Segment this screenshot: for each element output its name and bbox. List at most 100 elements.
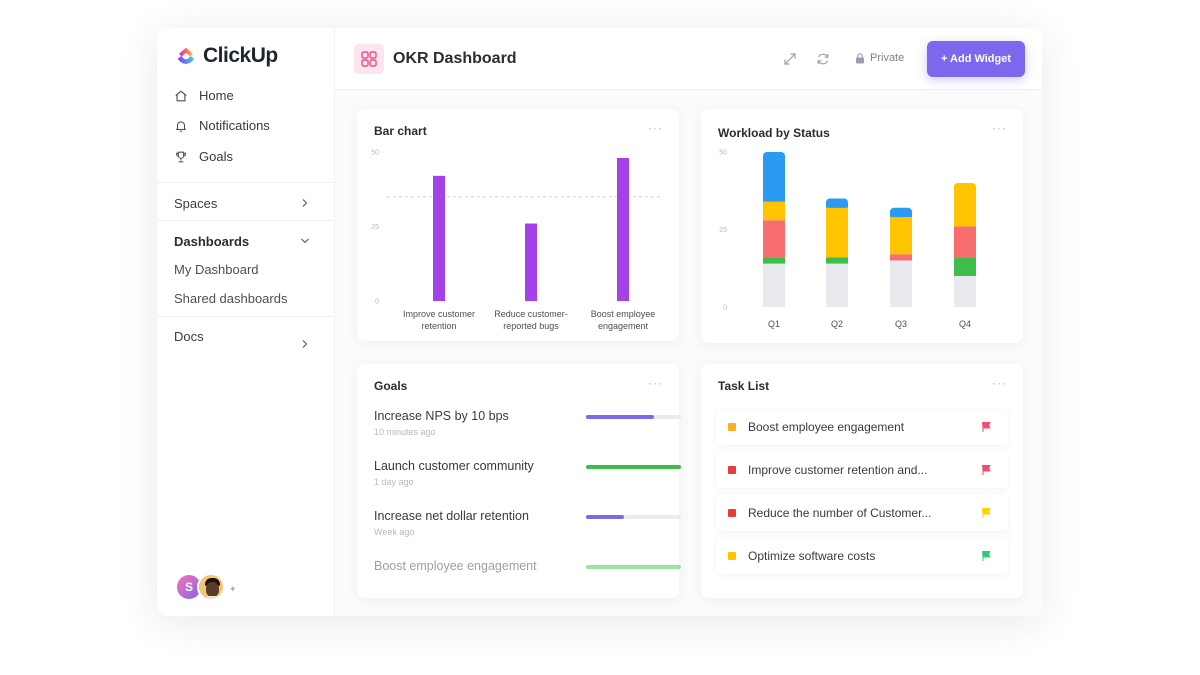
task-name: Optimize software costs (748, 549, 876, 563)
sidebar-item-goals[interactable]: Goals (174, 149, 233, 164)
task-item[interactable]: Boost employee engagement (716, 409, 1008, 445)
task-status-icon[interactable] (728, 509, 736, 517)
goal-name: Launch customer community (374, 459, 534, 473)
bar[interactable] (433, 175, 445, 301)
goal-timestamp: 10 minutes ago (374, 427, 436, 437)
section-label: Docs (174, 329, 204, 344)
stacked-bar-segment[interactable] (826, 207, 848, 258)
stacked-bar-segment[interactable] (763, 201, 785, 221)
goal-progress-bar (586, 565, 681, 569)
sidebar-item-label: Goals (199, 149, 233, 164)
stacked-bar-segment-fill (954, 187, 976, 227)
goal-timestamp: 1 day ago (374, 477, 414, 487)
flag-shape (982, 465, 991, 475)
priority-flag-icon[interactable] (980, 550, 992, 562)
x-category-label: Improve customer (403, 309, 475, 319)
y-tick-label: 50 (719, 150, 727, 157)
chevron-down-icon (301, 238, 309, 244)
stacked-bar-segment[interactable] (954, 257, 976, 276)
y-tick-label: 50 (371, 150, 379, 157)
divider (157, 182, 335, 183)
goal-timestamp: Week ago (374, 527, 415, 537)
stacked-bar-segment[interactable] (954, 226, 976, 258)
sidebar-item-shared-dashboards[interactable]: Shared dashboards (174, 291, 288, 306)
dashboard-header: OKR Dashboard Private + Add Widget (335, 28, 1042, 90)
widget-menu-icon[interactable]: ··· (992, 121, 1007, 135)
divider (157, 220, 335, 221)
sidebar-item-home[interactable]: Home (174, 88, 234, 103)
teammate-avatar[interactable] (197, 573, 225, 601)
section-label: Dashboards (174, 234, 250, 249)
sidebar-item-label: Home (199, 88, 234, 103)
goal-item[interactable]: Increase NPS by 10 bps 10 minutes ago (374, 409, 681, 437)
task-item[interactable]: Reduce the number of Customer... (716, 495, 1008, 531)
task-item[interactable]: Improve customer retention and... (716, 452, 1008, 488)
avatar-face (206, 582, 219, 597)
goal-item[interactable]: Launch customer community 1 day ago (374, 459, 681, 487)
sidebar-item-my-dashboard[interactable]: My Dashboard (174, 262, 259, 277)
privacy-toggle[interactable]: Private (855, 52, 904, 64)
sidebar-section-docs[interactable]: Docs (174, 329, 324, 348)
goal-item[interactable]: Increase net dollar retention Week ago (374, 509, 681, 537)
avatar-body (202, 596, 223, 599)
task-list-widget: Task List ··· Boost employee engagement I… (701, 364, 1023, 598)
widget-menu-icon[interactable]: ··· (992, 376, 1007, 390)
flag-shape (982, 551, 991, 561)
sidebar: ClickUp Home Notifications Goals Spaces … (157, 28, 335, 616)
dashboard-icon (354, 44, 384, 74)
task-name: Boost employee engagement (748, 420, 905, 434)
x-category-label: Q3 (895, 319, 907, 329)
sidebar-section-dashboards[interactable]: Dashboards (174, 234, 324, 249)
stacked-bar-segment[interactable] (763, 257, 785, 264)
priority-flag-icon[interactable] (980, 421, 992, 433)
logo[interactable]: ClickUp (175, 44, 278, 68)
priority-flag-icon[interactable] (980, 464, 992, 476)
sidebar-item-notifications[interactable]: Notifications (174, 118, 270, 133)
bell-icon (176, 120, 186, 132)
goal-progress-fill (586, 565, 681, 569)
goal-progress-fill (586, 515, 624, 519)
stacked-bar-segment[interactable] (826, 257, 848, 264)
priority-flag-icon[interactable] (980, 507, 992, 519)
y-tick-label: 25 (371, 224, 379, 231)
goals-widget: Goals ··· Increase NPS by 10 bps 10 minut… (357, 364, 681, 598)
presence-indicator-icon: ✦ (229, 584, 237, 594)
stacked-bar-segment[interactable] (763, 263, 785, 307)
bar[interactable] (525, 223, 537, 301)
bar-chart-widget: Bar chart ··· 0 25 50 Improve customer reten… (357, 109, 679, 341)
stacked-bar-segment[interactable] (890, 260, 912, 308)
sidebar-item-label: Notifications (199, 118, 270, 133)
stacked-bar-segment[interactable] (954, 276, 976, 307)
widget-menu-icon[interactable]: ··· (648, 121, 663, 135)
stacked-bar-segment[interactable] (890, 217, 912, 255)
workload-chart-svg: 0 25 50 Q1 Q2 Q3 Q4 (719, 150, 976, 329)
stacked-bar-segment[interactable] (890, 254, 912, 261)
lock-icon (856, 52, 864, 63)
add-widget-button[interactable]: + Add Widget (927, 41, 1025, 77)
refresh-icon[interactable] (815, 51, 831, 67)
task-status-icon[interactable] (728, 466, 736, 474)
sidebar-section-spaces[interactable]: Spaces (174, 196, 324, 211)
chevron-right-icon (302, 199, 308, 207)
privacy-label: Private (870, 52, 905, 64)
widget-title: Bar chart (374, 124, 427, 138)
task-status-icon[interactable] (728, 552, 736, 560)
goal-progress-bar (586, 465, 681, 469)
x-category-label: Q4 (959, 319, 971, 329)
y-tick-label: 25 (719, 227, 727, 234)
widget-menu-icon[interactable]: ··· (648, 376, 663, 390)
goal-progress-bar (586, 415, 681, 419)
x-category-label: Boost employee (591, 309, 656, 319)
bar[interactable] (617, 157, 629, 301)
goal-name: Increase net dollar retention (374, 509, 529, 523)
stacked-bar-segment[interactable] (763, 220, 785, 258)
goal-item[interactable]: Boost employee engagement (374, 559, 681, 573)
expand-icon[interactable] (782, 51, 798, 67)
stacked-bar-segment[interactable] (826, 263, 848, 307)
trophy-icon (175, 151, 187, 162)
task-status-icon[interactable] (728, 423, 736, 431)
x-category-label: reported bugs (503, 321, 559, 331)
widget-title: Workload by Status (718, 126, 830, 140)
task-item[interactable]: Optimize software costs (716, 538, 1008, 574)
x-category-label: engagement (598, 321, 649, 331)
